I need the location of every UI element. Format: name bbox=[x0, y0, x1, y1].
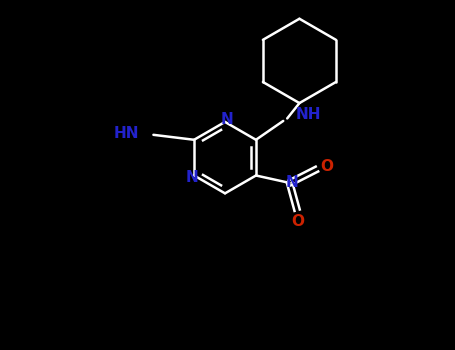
Text: N: N bbox=[286, 175, 298, 190]
Text: O: O bbox=[292, 214, 304, 229]
Text: N: N bbox=[221, 112, 233, 127]
Text: NH: NH bbox=[296, 107, 321, 122]
Text: N: N bbox=[185, 170, 198, 186]
Text: O: O bbox=[320, 159, 334, 174]
Text: HN: HN bbox=[114, 126, 140, 141]
